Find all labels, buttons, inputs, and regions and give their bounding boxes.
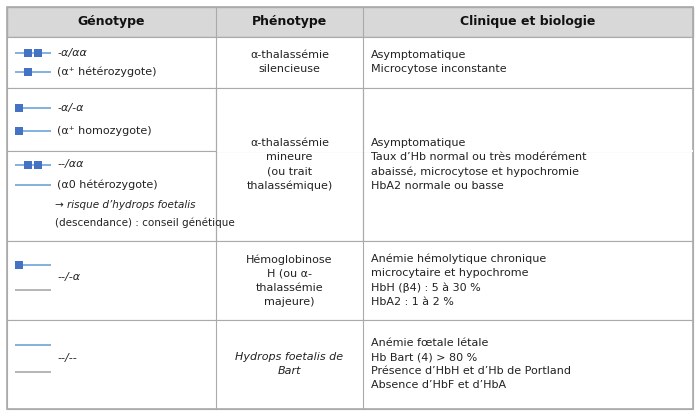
Bar [24,50,32,57]
Text: Hémoglobinose
H (ou α-
thalassémie
majeure): Hémoglobinose H (ou α- thalassémie majeu… [246,254,332,307]
Bar [34,50,42,57]
Bar [7,241,693,320]
Text: Génotype: Génotype [78,15,146,29]
Text: --/--: --/-- [57,353,77,363]
Text: Asymptomatique
Taux d’Hb normal ou très modérément
abaissé, microcytose et hypoc: Asymptomatique Taux d’Hb normal ou très … [371,138,587,191]
Bar [34,161,42,168]
Text: α-thalassémie
mineure
(ou trait
thalassémique): α-thalassémie mineure (ou trait thalassé… [246,138,332,191]
Bar [15,127,23,135]
Text: α-thalassémie
silencieuse: α-thalassémie silencieuse [250,50,329,74]
Bar [7,7,693,37]
Text: (α⁺ hétérozygote): (α⁺ hétérozygote) [57,67,157,77]
Text: Phénotype: Phénotype [252,15,327,29]
Bar [7,88,693,151]
Text: (α⁺ homozygote): (α⁺ homozygote) [57,126,152,136]
Bar [24,68,32,76]
Bar [15,261,23,269]
Text: -α/-α: -α/-α [57,103,83,113]
Text: → risque d’hydrops foetalis: → risque d’hydrops foetalis [55,200,195,210]
Text: Hydrops foetalis de
Bart: Hydrops foetalis de Bart [235,352,344,376]
Text: Anémie hémolytique chronique
microcytaire et hypochrome
HbH (β4) : 5 à 30 %
HbA2: Anémie hémolytique chronique microcytair… [371,254,546,307]
Text: (descendance) : conseil génétique: (descendance) : conseil génétique [55,218,234,228]
Text: Asymptomatique
Microcytose inconstante: Asymptomatique Microcytose inconstante [371,50,507,74]
Text: -α/αα: -α/αα [57,48,87,58]
Text: --/αα: --/αα [57,159,83,169]
Text: Clinique et biologie: Clinique et biologie [461,15,596,29]
Text: (α0 hétérozygote): (α0 hétérozygote) [57,180,158,191]
Text: Anémie fœtale létale
Hb Bart (4) > 80 %
Présence d’HbH et d’Hb de Portland
Absen: Anémie fœtale létale Hb Bart (4) > 80 % … [371,339,571,391]
Bar [7,37,693,88]
Text: --/-α: --/-α [57,272,80,282]
Bar [7,151,693,241]
Bar [15,104,23,112]
Bar [24,161,32,168]
Bar [7,320,693,409]
